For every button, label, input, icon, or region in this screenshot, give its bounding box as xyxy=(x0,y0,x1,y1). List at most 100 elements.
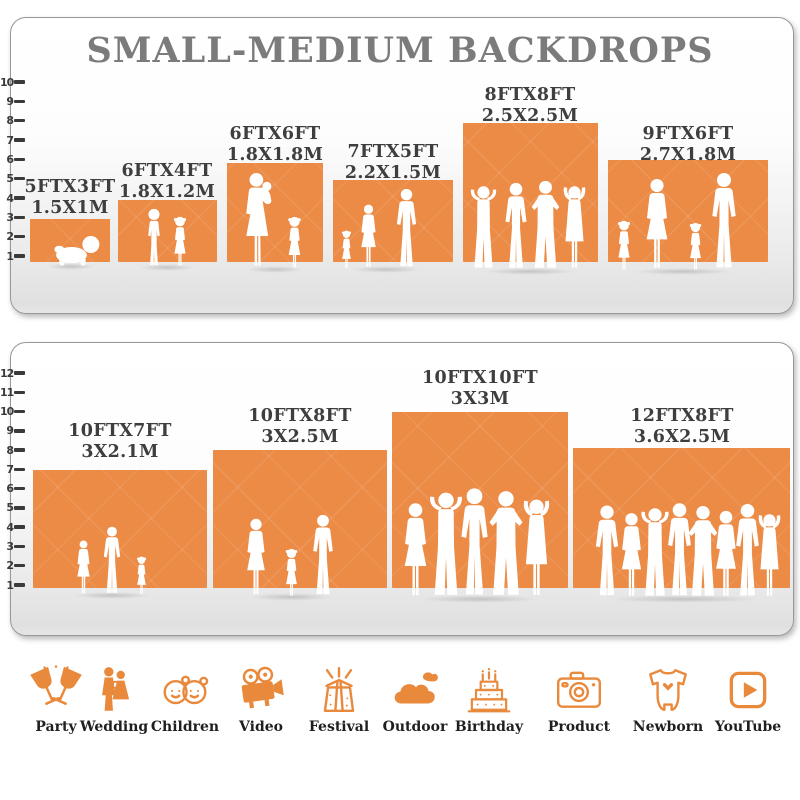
category-label: Wedding xyxy=(79,719,149,735)
figure-shadow xyxy=(40,262,102,271)
category-wedding: Wedding xyxy=(69,664,159,756)
silhouette-girl xyxy=(168,216,192,268)
figure-shadow xyxy=(62,591,162,600)
backdrop-label-10x10: 10FTX10FT 3X3M xyxy=(390,368,570,410)
newborn-icon xyxy=(649,669,687,711)
silhouette-woman-arms-up xyxy=(752,512,787,600)
ruler-tick-6: 6 xyxy=(0,482,25,495)
ruler-tick-7: 7 xyxy=(0,463,25,476)
backdrop-label-5x3: 5FTX3FT 1.5X1M xyxy=(0,177,160,219)
silhouette-girl xyxy=(132,556,151,596)
youtube-icon xyxy=(729,671,767,709)
size-m: 3.6X2.5M xyxy=(633,427,731,447)
silhouette-man xyxy=(306,514,340,598)
video-icon xyxy=(241,666,284,709)
ruler-panel-1: 1 2 3 4 5 6 7 8 9 10 xyxy=(0,17,30,312)
outdoor-icon xyxy=(394,672,438,704)
category-product: Product xyxy=(534,664,624,756)
backdrop-label-9x6: 9FTX6FT 2.7X1.8M xyxy=(598,124,778,166)
ruler-number: 8 xyxy=(6,443,14,457)
figure-shadow xyxy=(585,594,783,604)
silhouette-girl xyxy=(282,216,307,270)
ruler-number: 9 xyxy=(6,94,14,108)
ruler-dash xyxy=(14,448,25,452)
silhouette-man xyxy=(98,526,126,596)
size-ft: 8FTX8FT xyxy=(484,85,576,105)
ruler-dash xyxy=(14,371,25,375)
silhouette-girl xyxy=(612,220,636,272)
ruler-tick-12: 12 xyxy=(0,366,25,380)
ruler-tick-1: 1 xyxy=(0,249,25,263)
backdrop-label-6x4: 6FTX4FT 1.8X1.2M xyxy=(77,161,257,203)
backdrop-rect-10x7 xyxy=(33,470,207,588)
ruler-tick-2: 2 xyxy=(0,559,25,573)
size-m: 2.5X2.5M xyxy=(481,106,579,126)
ruler-number: 5 xyxy=(6,172,14,186)
size-ft: 9FTX6FT xyxy=(642,124,734,144)
ruler-number: 2 xyxy=(6,559,14,573)
silhouette-woman xyxy=(355,204,382,270)
ruler-number: 10 xyxy=(0,405,14,419)
ruler-dash xyxy=(14,544,25,549)
silhouette-man xyxy=(390,188,423,270)
silhouette-girl xyxy=(337,230,356,270)
ruler-dash xyxy=(14,215,25,220)
figure-shadow xyxy=(236,592,346,602)
silhouette-woman xyxy=(638,178,676,272)
ruler-tick-3: 3 xyxy=(0,540,25,553)
ruler-dash xyxy=(14,486,25,491)
ruler-dash xyxy=(14,234,25,239)
ruler-number: 6 xyxy=(6,152,14,166)
silhouette-man-arms-up xyxy=(466,184,501,272)
ruler-tick-8: 8 xyxy=(0,443,25,457)
size-ft: 12FTX8FT xyxy=(630,406,734,426)
ruler-tick-4: 4 xyxy=(0,521,25,534)
silhouette-baby-crawling xyxy=(47,234,104,268)
ruler-dash xyxy=(14,254,25,258)
size-m: 2.7X1.8M xyxy=(639,145,737,165)
category-festival: Festival xyxy=(294,664,384,756)
ruler-tick-8: 8 xyxy=(0,114,25,127)
children-icon xyxy=(163,675,209,705)
category-label: Video xyxy=(239,719,283,735)
ruler-tick-9: 9 xyxy=(0,94,25,108)
party-icon xyxy=(30,665,82,705)
size-m: 1.8X1.2M xyxy=(118,182,216,202)
ruler-number: 1 xyxy=(6,249,14,263)
figure-shadow xyxy=(130,263,204,272)
category-label: Party xyxy=(35,719,77,735)
category-label: Birthday xyxy=(454,719,524,735)
ruler-dash xyxy=(14,80,25,84)
figure-shadow xyxy=(238,265,312,274)
ruler-dash xyxy=(14,506,25,510)
size-m: 1.8X1.8M xyxy=(226,145,324,165)
figure-shadow xyxy=(618,267,748,276)
backdrop-label-10x8: 10FTX8FT 3X2.5M xyxy=(210,406,390,448)
ruler-number: 11 xyxy=(0,385,14,399)
ruler-number: 12 xyxy=(0,366,14,380)
ruler-dash xyxy=(14,99,25,104)
ruler-tick-6: 6 xyxy=(0,152,25,166)
backdrop-label-12x8: 12FTX8FT 3.6X2.5M xyxy=(592,406,772,448)
size-ft: 10FTX8FT xyxy=(248,406,352,426)
backdrop-label-7x5: 7FTX5FT 2.2X1.5M xyxy=(303,142,483,184)
category-children: Children xyxy=(140,664,230,756)
silhouette-girl xyxy=(280,548,303,598)
backdrop-label-6x6: 6FTX6FT 1.8X1.8M xyxy=(185,124,365,166)
ruler-dash xyxy=(14,467,25,472)
ruler-dash xyxy=(14,429,25,433)
backdrop-rect-6x4 xyxy=(118,200,217,262)
ruler-tick-5: 5 xyxy=(0,501,25,515)
ruler-dash xyxy=(14,176,25,181)
ruler-tick-1: 1 xyxy=(0,579,25,592)
category-label: YouTube xyxy=(714,719,782,735)
ruler-dash xyxy=(14,583,25,587)
backdrop-rect-9x6 xyxy=(608,160,768,262)
ruler-number: 5 xyxy=(6,501,14,515)
size-m: 3X2.5M xyxy=(261,427,339,447)
ruler-dash xyxy=(14,525,25,529)
silhouette-mother-holding-baby xyxy=(238,172,280,270)
ruler-dash xyxy=(14,563,25,568)
ruler-number: 7 xyxy=(6,133,14,147)
